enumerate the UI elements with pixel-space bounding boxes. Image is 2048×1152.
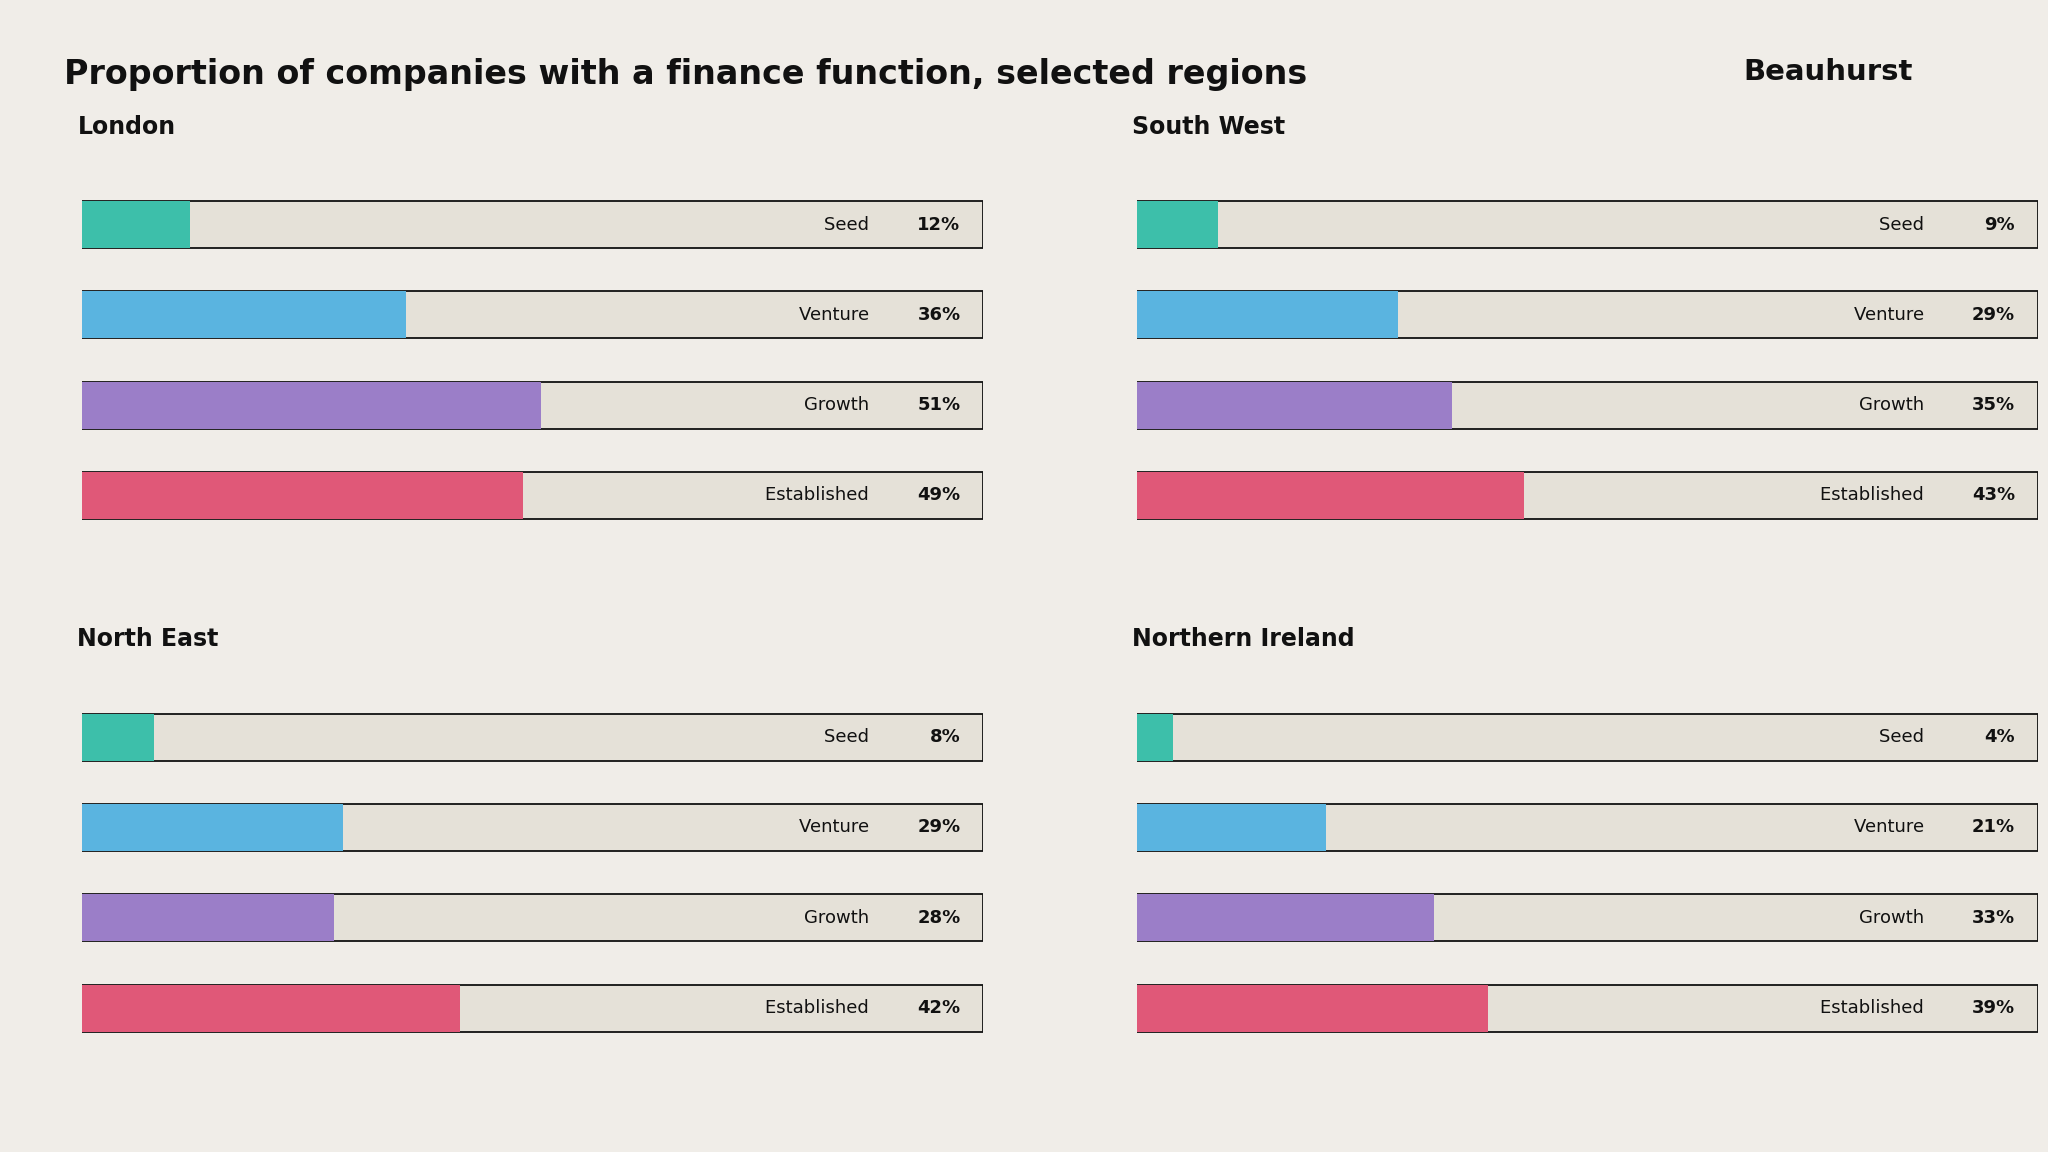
Text: Established: Established bbox=[1821, 999, 1929, 1017]
Bar bbox=[1137, 804, 2038, 851]
Text: 29%: 29% bbox=[918, 818, 961, 836]
Text: 43%: 43% bbox=[1972, 486, 2015, 505]
Text: Growth: Growth bbox=[805, 909, 874, 927]
Bar bbox=[1137, 202, 2038, 248]
Text: Venture: Venture bbox=[1853, 305, 1929, 324]
Text: South West: South West bbox=[1133, 115, 1286, 138]
Bar bbox=[1137, 985, 1489, 1032]
Bar bbox=[82, 985, 461, 1032]
Bar bbox=[82, 714, 983, 760]
Text: Beauhurst: Beauhurst bbox=[1743, 58, 1913, 86]
Bar bbox=[1137, 714, 2038, 760]
Bar bbox=[82, 202, 983, 248]
Bar bbox=[82, 381, 983, 429]
Text: Growth: Growth bbox=[1860, 396, 1929, 415]
Bar bbox=[82, 894, 983, 941]
Bar bbox=[82, 804, 983, 851]
Bar bbox=[82, 894, 334, 941]
Bar bbox=[1137, 381, 2038, 429]
Text: Northern Ireland: Northern Ireland bbox=[1133, 628, 1356, 651]
Text: Seed: Seed bbox=[1878, 728, 1929, 746]
Bar bbox=[1137, 381, 1452, 429]
Text: Established: Established bbox=[766, 999, 874, 1017]
Bar bbox=[82, 381, 541, 429]
Text: Proportion of companies with a finance function, selected regions: Proportion of companies with a finance f… bbox=[63, 58, 1307, 91]
Bar bbox=[1137, 472, 1524, 518]
Bar bbox=[1137, 291, 1399, 339]
Text: 4%: 4% bbox=[1985, 728, 2015, 746]
Text: 36%: 36% bbox=[918, 305, 961, 324]
Text: London: London bbox=[78, 115, 176, 138]
Bar bbox=[1137, 804, 1325, 851]
Bar bbox=[82, 804, 344, 851]
Text: Venture: Venture bbox=[799, 305, 874, 324]
Bar bbox=[1137, 894, 2038, 941]
Bar bbox=[82, 472, 524, 518]
Bar bbox=[1137, 985, 2038, 1032]
Text: 9%: 9% bbox=[1985, 215, 2015, 234]
Bar bbox=[82, 472, 983, 518]
Text: 33%: 33% bbox=[1972, 909, 2015, 927]
Bar bbox=[1137, 291, 2038, 339]
Text: Venture: Venture bbox=[799, 818, 874, 836]
Text: Seed: Seed bbox=[823, 215, 874, 234]
Bar bbox=[1137, 714, 1174, 760]
Text: 51%: 51% bbox=[918, 396, 961, 415]
Text: 42%: 42% bbox=[918, 999, 961, 1017]
Text: 28%: 28% bbox=[918, 909, 961, 927]
Text: 8%: 8% bbox=[930, 728, 961, 746]
Text: 49%: 49% bbox=[918, 486, 961, 505]
Text: Seed: Seed bbox=[823, 728, 874, 746]
Text: Venture: Venture bbox=[1853, 818, 1929, 836]
Bar bbox=[82, 714, 154, 760]
Bar bbox=[82, 985, 983, 1032]
Text: Growth: Growth bbox=[1860, 909, 1929, 927]
Bar bbox=[1137, 472, 2038, 518]
Text: Established: Established bbox=[1821, 486, 1929, 505]
Text: North East: North East bbox=[78, 628, 219, 651]
Text: 35%: 35% bbox=[1972, 396, 2015, 415]
Text: Seed: Seed bbox=[1878, 215, 1929, 234]
Bar bbox=[1137, 894, 1434, 941]
Bar bbox=[82, 291, 406, 339]
Bar bbox=[82, 291, 983, 339]
Text: 39%: 39% bbox=[1972, 999, 2015, 1017]
Text: 12%: 12% bbox=[918, 215, 961, 234]
Bar bbox=[82, 202, 190, 248]
Text: Established: Established bbox=[766, 486, 874, 505]
Bar bbox=[1137, 202, 1219, 248]
Text: 29%: 29% bbox=[1972, 305, 2015, 324]
Text: Growth: Growth bbox=[805, 396, 874, 415]
Text: 21%: 21% bbox=[1972, 818, 2015, 836]
